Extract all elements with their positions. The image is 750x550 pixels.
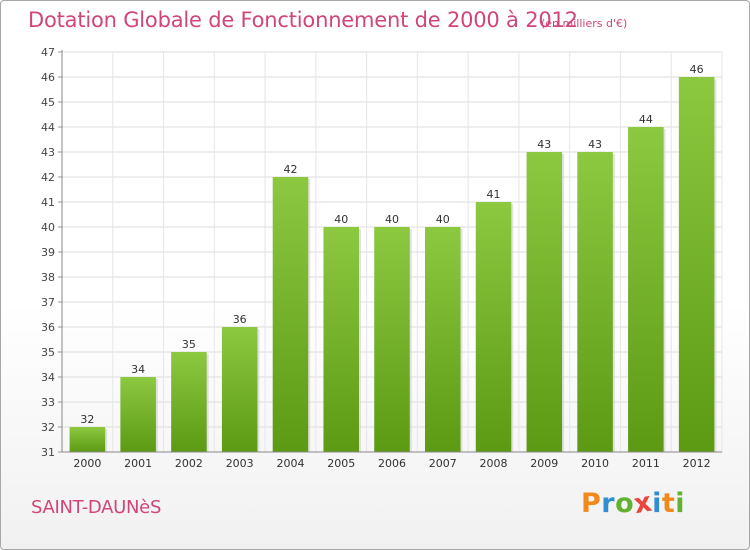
bar [526,152,563,452]
y-tick-label: 45 [41,96,55,109]
data-label: 43 [588,138,602,151]
bar [272,177,309,452]
y-tick-label: 40 [41,221,55,234]
data-label: 34 [131,363,145,376]
x-tick-label: 2006 [378,457,406,470]
y-tick-label: 37 [41,296,55,309]
bar [678,77,715,452]
y-tick-label: 39 [41,246,55,259]
logo-letter: r [601,488,616,519]
data-label: 40 [385,213,399,226]
x-tick-label: 2002 [175,457,203,470]
y-tick-label: 34 [41,371,55,384]
y-tick-label: 32 [41,421,55,434]
bar [475,202,512,452]
data-label: 40 [334,213,348,226]
y-tick-label: 36 [41,321,55,334]
y-tick-label: 43 [41,146,55,159]
logo-letter: i [675,488,686,519]
bar [323,227,359,452]
y-tick-label: 35 [41,346,55,359]
data-label: 46 [690,63,704,76]
data-label: 42 [283,163,297,176]
x-tick-label: 2008 [480,457,508,470]
data-label: 40 [436,213,450,226]
x-tick-label: 2004 [276,457,304,470]
x-tick-label: 2012 [683,457,711,470]
chart-subtitle: (en milliers d'€) [541,17,628,30]
y-tick-label: 46 [41,71,55,84]
data-label: 44 [639,113,653,126]
proxiti-logo: Proxiti [581,487,686,521]
bar [374,227,410,452]
data-label: 43 [537,138,551,151]
bar [120,377,156,452]
logo-letter: o [615,488,635,519]
x-tick-label: 2011 [632,457,660,470]
y-tick-label: 31 [41,446,55,459]
x-tick-label: 2009 [530,457,558,470]
bar [221,327,258,452]
x-tick-label: 2007 [429,457,457,470]
chart-title: Dotation Globale de Fonctionnement de 20… [28,8,578,32]
x-tick-label: 2001 [124,457,152,470]
axes [58,50,722,453]
data-label: 36 [233,313,247,326]
bar [425,227,461,452]
x-tick-label: 2005 [327,457,355,470]
bar [69,427,106,452]
logo-letter: i [652,488,662,519]
bar [171,352,207,452]
bar [577,152,613,452]
y-tick-label: 38 [41,271,55,284]
y-tick-label: 33 [41,396,55,409]
x-tick-label: 2000 [73,457,101,470]
data-label: 32 [80,413,94,426]
labels: 31 32 33 34 35 36 37 38 39 40 41 42 43 44 45 46 47 32 2000… [41,46,711,470]
data-label: 35 [182,338,196,351]
y-tick-label: 47 [41,46,55,59]
y-tick-label: 41 [41,196,55,209]
data-label: 41 [487,188,501,201]
y-tick-label: 42 [41,171,55,184]
x-tick-label: 2003 [226,457,254,470]
commune-name: SAINT-DAUNèS [31,497,162,518]
x-tick-label: 2010 [581,457,609,470]
y-tick-label: 44 [41,121,55,134]
logo-letter: P [581,488,602,519]
logo-letter: t [661,488,676,519]
bar [628,127,664,452]
bars [69,77,717,452]
